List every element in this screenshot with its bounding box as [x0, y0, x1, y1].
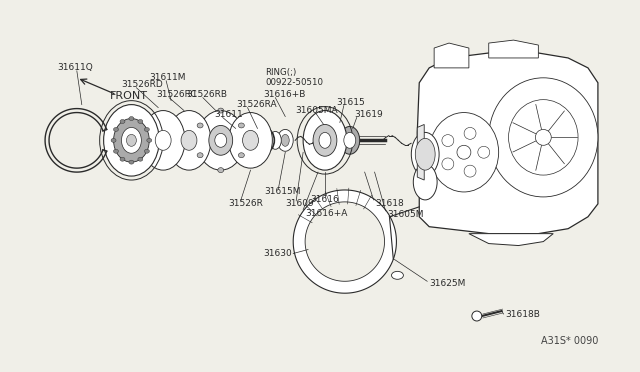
- Polygon shape: [489, 40, 538, 58]
- Ellipse shape: [113, 149, 118, 153]
- Ellipse shape: [282, 134, 289, 146]
- Text: 31611M: 31611M: [149, 73, 186, 82]
- Text: 31526R: 31526R: [228, 199, 264, 208]
- Ellipse shape: [228, 113, 273, 168]
- Text: 00922-50510: 00922-50510: [266, 78, 323, 87]
- Ellipse shape: [113, 128, 118, 131]
- Ellipse shape: [243, 131, 259, 150]
- Ellipse shape: [303, 110, 347, 170]
- Text: 31605M: 31605M: [387, 210, 424, 219]
- Text: RING(;): RING(;): [266, 68, 297, 77]
- Ellipse shape: [181, 131, 197, 150]
- Text: 31526RA: 31526RA: [237, 100, 277, 109]
- Text: 31625M: 31625M: [429, 279, 465, 288]
- Ellipse shape: [413, 164, 437, 200]
- Ellipse shape: [138, 157, 143, 161]
- Ellipse shape: [429, 113, 499, 192]
- Ellipse shape: [197, 153, 203, 158]
- Polygon shape: [417, 125, 424, 180]
- Ellipse shape: [218, 168, 224, 173]
- Ellipse shape: [145, 128, 149, 131]
- Ellipse shape: [313, 125, 337, 156]
- Ellipse shape: [141, 110, 185, 170]
- Ellipse shape: [129, 160, 134, 164]
- Text: 31616: 31616: [310, 195, 339, 204]
- Ellipse shape: [147, 138, 152, 142]
- Ellipse shape: [319, 132, 331, 148]
- Text: 31526RD: 31526RD: [122, 80, 163, 89]
- Ellipse shape: [218, 108, 224, 113]
- Ellipse shape: [167, 110, 211, 170]
- Ellipse shape: [415, 138, 435, 170]
- Ellipse shape: [120, 157, 125, 161]
- Polygon shape: [293, 190, 396, 293]
- Text: A31S* 0090: A31S* 0090: [541, 336, 598, 346]
- Ellipse shape: [392, 271, 403, 279]
- Text: FRONT: FRONT: [109, 91, 148, 101]
- Text: 31526RB: 31526RB: [186, 90, 227, 99]
- Ellipse shape: [197, 110, 244, 170]
- Ellipse shape: [113, 119, 149, 162]
- Ellipse shape: [156, 131, 171, 150]
- Ellipse shape: [127, 134, 136, 146]
- Ellipse shape: [340, 126, 360, 154]
- Text: 31618: 31618: [376, 199, 404, 208]
- Ellipse shape: [197, 123, 203, 128]
- Ellipse shape: [277, 129, 293, 151]
- Text: 31630: 31630: [264, 249, 292, 258]
- Ellipse shape: [464, 165, 476, 177]
- Polygon shape: [305, 202, 385, 281]
- Ellipse shape: [129, 116, 134, 121]
- Ellipse shape: [509, 100, 578, 175]
- Ellipse shape: [104, 105, 159, 176]
- Ellipse shape: [269, 131, 282, 149]
- Ellipse shape: [122, 128, 141, 153]
- Text: 31526RC: 31526RC: [156, 90, 197, 99]
- Polygon shape: [469, 234, 553, 246]
- Ellipse shape: [536, 129, 551, 145]
- Text: 31619: 31619: [355, 110, 383, 119]
- Ellipse shape: [209, 125, 233, 155]
- Text: 31609: 31609: [285, 199, 314, 208]
- Ellipse shape: [238, 123, 244, 128]
- Ellipse shape: [442, 158, 454, 170]
- Text: 31611Q: 31611Q: [57, 63, 93, 73]
- Text: 31616+A: 31616+A: [305, 209, 348, 218]
- Ellipse shape: [442, 135, 454, 147]
- Ellipse shape: [457, 145, 471, 159]
- Ellipse shape: [120, 119, 125, 124]
- Ellipse shape: [472, 311, 482, 321]
- Polygon shape: [417, 53, 598, 234]
- Ellipse shape: [138, 119, 143, 124]
- Text: 31615M: 31615M: [264, 187, 301, 196]
- Ellipse shape: [489, 78, 598, 197]
- Text: 31616+B: 31616+B: [264, 90, 306, 99]
- Text: 31605MA: 31605MA: [295, 106, 338, 115]
- Ellipse shape: [238, 153, 244, 158]
- Ellipse shape: [344, 132, 356, 148]
- Ellipse shape: [478, 146, 490, 158]
- Text: 31611: 31611: [214, 110, 243, 119]
- Text: 31618B: 31618B: [506, 310, 540, 318]
- Ellipse shape: [111, 138, 116, 142]
- Ellipse shape: [215, 134, 227, 147]
- Polygon shape: [434, 43, 469, 68]
- Ellipse shape: [412, 132, 439, 176]
- Text: 31615: 31615: [336, 98, 365, 107]
- Ellipse shape: [145, 149, 149, 153]
- Ellipse shape: [464, 128, 476, 140]
